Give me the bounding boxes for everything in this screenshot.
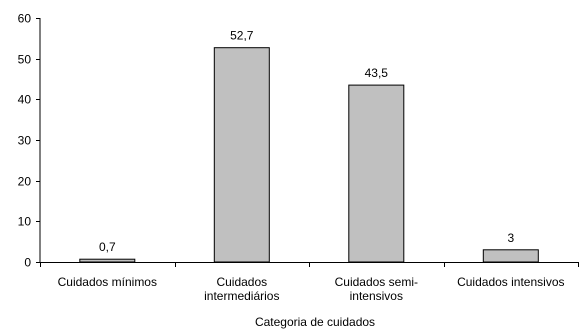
y-axis: 0 10 20 30 40 50 60: [18, 12, 41, 270]
bar: [213, 47, 270, 263]
y-tick-label: 60: [18, 12, 32, 26]
data-label: 52,7: [230, 29, 254, 43]
x-category-label: Cuidados mínimos: [58, 275, 157, 289]
y-tick-label: 0: [24, 256, 31, 270]
x-category-label: Cuidados semi-: [335, 275, 418, 289]
y-tick-label: 20: [18, 175, 32, 189]
x-axis-title: Categoria de cuidados: [255, 315, 375, 329]
x-category-label: Cuidados: [216, 275, 267, 289]
bar: [482, 249, 539, 263]
y-tick-label: 10: [18, 215, 32, 229]
data-label: 0,7: [99, 240, 116, 254]
bars: 0,7 52,7 43,5 3: [79, 29, 539, 263]
data-label: 43,5: [365, 66, 389, 80]
bar: [79, 258, 136, 263]
data-label: 3: [507, 231, 514, 245]
y-tick-label: 40: [18, 93, 32, 107]
x-category-label: intensivos: [350, 289, 403, 303]
x-category-label: intermediários: [204, 289, 279, 303]
y-tick-label: 50: [18, 53, 32, 67]
bar: [348, 84, 405, 263]
y-tick-label: 30: [18, 134, 32, 148]
x-category-label: Cuidados intensivos: [457, 275, 564, 289]
